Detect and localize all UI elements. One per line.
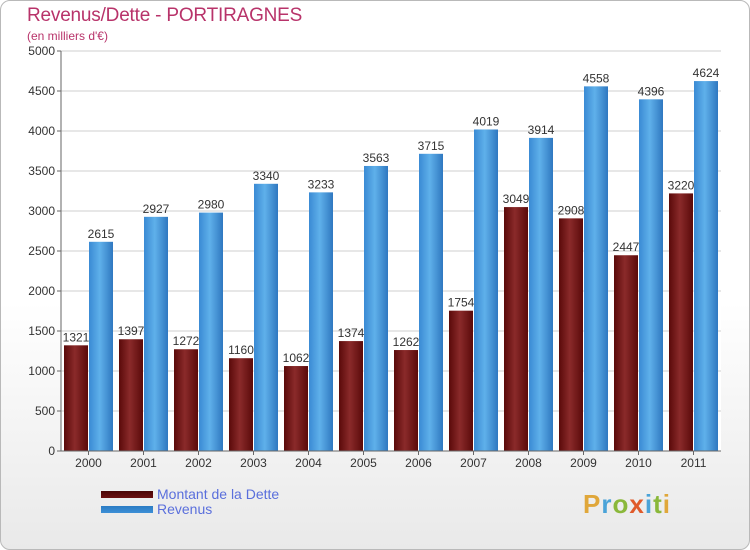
legend-label-dette: Montant de la Dette	[157, 486, 280, 502]
data-label-revenus: 3715	[418, 139, 445, 153]
bar-dette	[669, 193, 693, 451]
bar-dette	[64, 345, 88, 451]
y-tick-label: 5000	[28, 44, 55, 58]
x-tick-label: 2010	[625, 456, 652, 470]
y-tick-label: 3500	[28, 164, 55, 178]
data-label-dette: 2908	[558, 203, 585, 217]
data-label-dette: 1397	[118, 324, 145, 338]
legend-swatch-revenus	[101, 506, 153, 513]
data-label-dette: 3049	[503, 192, 530, 206]
y-tick-label: 1500	[28, 324, 55, 338]
x-tick-label: 2006	[405, 456, 432, 470]
data-label-revenus: 2615	[88, 227, 115, 241]
bar-revenus	[529, 137, 553, 451]
bar-revenus	[254, 183, 278, 452]
y-tick-label: 2500	[28, 244, 55, 258]
bar-dette	[449, 310, 473, 451]
bar-dette	[229, 358, 253, 451]
y-tick-label: 0	[48, 444, 55, 458]
bar-revenus	[309, 192, 333, 452]
bar-dette	[174, 349, 198, 451]
y-tick-label: 1000	[28, 364, 55, 378]
y-tick-label: 2000	[28, 284, 55, 298]
bar-revenus	[419, 153, 443, 452]
logo-letter: i	[644, 489, 654, 519]
bar-revenus	[639, 99, 663, 451]
data-label-dette: 1321	[63, 330, 90, 344]
legend-label-revenus: Revenus	[157, 501, 213, 517]
logo-letter: P	[583, 489, 602, 519]
bar-dette	[614, 255, 638, 451]
bar-revenus	[89, 241, 113, 451]
bar-dette	[504, 207, 528, 451]
data-label-revenus: 3563	[363, 151, 390, 165]
chart-subtitle: (en milliers d'€)	[27, 29, 108, 43]
data-label-dette: 1062	[283, 351, 310, 365]
bar-revenus	[199, 212, 223, 451]
bar-dette	[284, 366, 308, 451]
data-label-revenus: 3233	[308, 177, 335, 191]
logo-letter: t	[653, 489, 663, 519]
data-label-revenus: 2980	[198, 198, 225, 212]
bar-revenus	[584, 86, 608, 452]
x-tick-label: 2008	[515, 456, 542, 470]
logo-letter: i	[662, 489, 671, 519]
bar-revenus	[694, 81, 718, 451]
logo-letter: o	[612, 489, 630, 519]
data-label-revenus: 4624	[693, 66, 720, 80]
x-tick-label: 2009	[570, 456, 597, 470]
x-tick-label: 2001	[130, 456, 157, 470]
data-label-dette: 1272	[173, 334, 200, 348]
data-label-revenus: 4019	[473, 114, 500, 128]
data-label-dette: 1262	[393, 335, 420, 349]
data-label-revenus: 3340	[253, 169, 280, 183]
x-tick-label: 2003	[240, 456, 267, 470]
legend-swatch-dette	[101, 491, 153, 498]
bar-dette	[339, 341, 363, 451]
x-tick-label: 2011	[681, 456, 707, 470]
bar-revenus	[364, 165, 388, 451]
bar-dette	[119, 339, 143, 451]
x-tick-label: 2005	[350, 456, 377, 470]
bar-revenus	[474, 129, 498, 452]
data-label-dette: 3220	[668, 178, 695, 192]
x-tick-label: 2004	[295, 456, 322, 470]
proxiti-logo: Proxiti	[583, 489, 671, 520]
x-tick-label: 2002	[185, 456, 212, 470]
bar-revenus	[144, 216, 168, 451]
bar-dette	[559, 218, 583, 451]
logo-letter: r	[601, 489, 613, 519]
data-label-revenus: 4558	[583, 71, 610, 85]
y-tick-label: 500	[35, 404, 55, 418]
x-tick-label: 2000	[75, 456, 102, 470]
data-label-revenus: 4396	[638, 84, 665, 98]
data-label-dette: 1160	[228, 343, 254, 357]
data-label-dette: 1754	[448, 296, 475, 310]
logo-letter: x	[629, 489, 645, 519]
y-tick-label: 4500	[28, 84, 55, 98]
data-label-revenus: 3914	[528, 123, 555, 137]
x-tick-label: 2007	[460, 456, 487, 470]
y-tick-label: 4000	[28, 124, 55, 138]
data-label-dette: 1374	[338, 326, 365, 340]
bar-dette	[394, 350, 418, 451]
data-label-revenus: 2927	[143, 202, 170, 216]
chart-title: Revenus/Dette - PORTIRAGNES	[27, 5, 303, 26]
y-tick-label: 3000	[28, 204, 55, 218]
data-label-dette: 2447	[613, 240, 640, 254]
